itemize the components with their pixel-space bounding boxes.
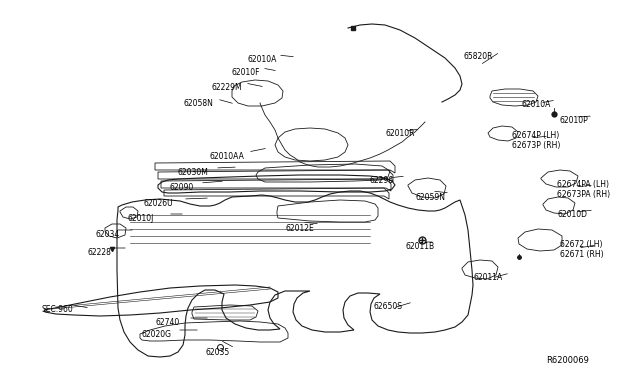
Text: 62010F: 62010F bbox=[232, 68, 260, 77]
Text: 62229M: 62229M bbox=[211, 83, 242, 92]
Text: 62672 (LH): 62672 (LH) bbox=[560, 240, 602, 249]
Text: 62671 (RH): 62671 (RH) bbox=[560, 250, 604, 259]
Text: SEC.960: SEC.960 bbox=[42, 305, 74, 314]
Text: 62011A: 62011A bbox=[473, 273, 502, 282]
Text: 62010A: 62010A bbox=[521, 100, 550, 109]
Text: 62010R: 62010R bbox=[385, 129, 415, 138]
Text: 62026U: 62026U bbox=[144, 199, 173, 208]
Text: 62012E: 62012E bbox=[286, 224, 315, 233]
Text: 62010AA: 62010AA bbox=[210, 152, 245, 161]
Text: R6200069: R6200069 bbox=[546, 356, 589, 365]
Text: 62674PA (LH): 62674PA (LH) bbox=[557, 180, 609, 189]
Text: 62010D: 62010D bbox=[557, 210, 587, 219]
Text: 62020G: 62020G bbox=[142, 330, 172, 339]
Text: 62673P (RH): 62673P (RH) bbox=[512, 141, 561, 150]
Text: 62010A: 62010A bbox=[248, 55, 277, 64]
Text: 62673PA (RH): 62673PA (RH) bbox=[557, 190, 610, 199]
Text: 62035: 62035 bbox=[206, 348, 230, 357]
Text: 62030M: 62030M bbox=[177, 168, 208, 177]
Text: 62296: 62296 bbox=[370, 176, 394, 185]
Text: 62010J: 62010J bbox=[128, 214, 154, 223]
Text: 62740: 62740 bbox=[155, 318, 179, 327]
Text: 62010P: 62010P bbox=[559, 116, 588, 125]
Text: 65820R: 65820R bbox=[464, 52, 493, 61]
Text: 62674P (LH): 62674P (LH) bbox=[512, 131, 559, 140]
Text: 62090: 62090 bbox=[169, 183, 193, 192]
Text: 62650S: 62650S bbox=[373, 302, 402, 311]
Text: 62058N: 62058N bbox=[183, 99, 213, 108]
Text: 62034: 62034 bbox=[95, 230, 119, 239]
Text: 62059N: 62059N bbox=[415, 193, 445, 202]
Text: 62228: 62228 bbox=[87, 248, 111, 257]
Text: 62011B: 62011B bbox=[406, 242, 435, 251]
